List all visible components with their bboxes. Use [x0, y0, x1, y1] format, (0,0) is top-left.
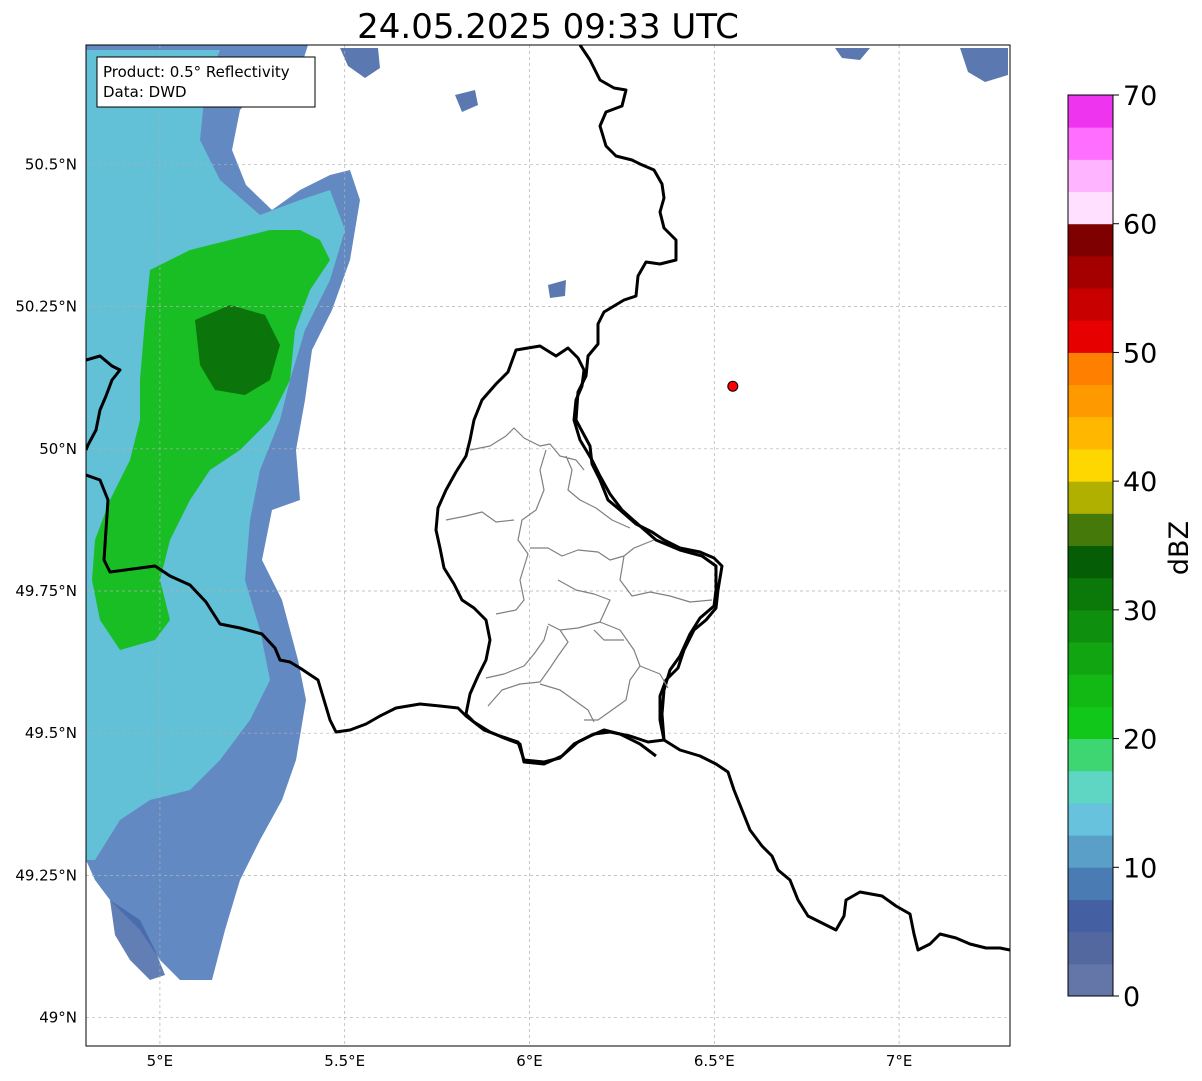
- location-marker: [727, 380, 739, 392]
- y-tick-label: 49.5°N: [25, 724, 77, 742]
- colorbar-unit-label: dBZ: [1164, 521, 1195, 575]
- colorbar-bin: [1068, 320, 1113, 353]
- colorbar-bin: [1068, 352, 1113, 386]
- y-tick-label: 49.25°N: [15, 866, 77, 884]
- x-axis: 5°E 5.5°E 6°E 6.5°E 7°E: [147, 1052, 913, 1070]
- colorbar-tick-label: 20: [1123, 725, 1157, 756]
- country-border-luxembourg: [434, 344, 718, 766]
- colorbar-bin: [1068, 642, 1113, 675]
- colorbar-bin: [1068, 223, 1113, 257]
- colorbar: 0 10 20 30 40 50 60 70 dBZ: [1067, 81, 1195, 1013]
- info-data-source: Data: DWD: [103, 83, 187, 101]
- y-axis: 50.5°N 50.25°N 50°N 49.75°N 49.5°N 49.25°N 49°…: [15, 155, 77, 1026]
- info-box: Product: 0.5° Reflectivity Data: DWD: [96, 56, 316, 108]
- colorbar-frame: [1067, 94, 1114, 997]
- country-border-west: [86, 354, 122, 451]
- borders-layer: [86, 45, 1010, 952]
- x-tick-label: 6.5°E: [694, 1052, 735, 1070]
- colorbar-tick-label: 70: [1123, 81, 1157, 112]
- colorbar-tick-label: 10: [1123, 853, 1157, 884]
- colorbar-bin: [1068, 835, 1113, 868]
- map-title: 24.05.2025 09:33 UTC: [357, 7, 739, 47]
- colorbar-ticks: 0 10 20 30 40 50 60 70: [1113, 81, 1157, 1013]
- radar-echo-layer: [86, 45, 1008, 980]
- y-tick-label: 50.25°N: [15, 298, 77, 316]
- colorbar-tick-label: 30: [1123, 596, 1157, 627]
- colorbar-bin: [1068, 674, 1113, 707]
- y-tick-label: 50°N: [39, 440, 77, 458]
- colorbar-bins: [1068, 95, 1113, 997]
- x-tick-label: 5°E: [147, 1052, 174, 1070]
- colorbar-bin: [1068, 416, 1113, 450]
- colorbar-bin: [1068, 899, 1113, 933]
- info-product: Product: 0.5° Reflectivity: [103, 63, 290, 81]
- colorbar-bin: [1068, 609, 1113, 643]
- map-frame: [85, 44, 1011, 1047]
- colorbar-tick-label: 40: [1123, 467, 1157, 498]
- info-box-frame: [96, 56, 316, 108]
- radar-echo-dark-core: [195, 305, 280, 395]
- map-area: Product: 0.5° Reflectivity Data: DWD 5°E…: [15, 44, 1011, 1070]
- colorbar-bin: [1068, 963, 1113, 997]
- radar-echo-northeast-speck: [960, 48, 1008, 82]
- colorbar-bin: [1068, 867, 1113, 900]
- radar-echo-south-streaks: [110, 900, 165, 980]
- country-border-lu-de-east: [574, 45, 1010, 952]
- colorbar-tick-label: 50: [1123, 338, 1157, 369]
- colorbar-bin: [1068, 931, 1113, 965]
- colorbar-bin: [1068, 255, 1113, 289]
- y-tick-label: 49°N: [39, 1009, 77, 1027]
- x-tick-label: 6°E: [516, 1052, 543, 1070]
- colorbar-bin: [1068, 545, 1113, 579]
- colorbar-bin: [1068, 127, 1113, 160]
- colorbar-bin: [1068, 95, 1113, 128]
- colorbar-tick-label: 60: [1123, 210, 1157, 241]
- colorbar-bin: [1068, 577, 1113, 611]
- colorbar-bin: [1068, 384, 1113, 418]
- colorbar-bin: [1068, 706, 1113, 740]
- colorbar-bin: [1068, 770, 1113, 804]
- colorbar-bin: [1068, 802, 1113, 836]
- colorbar-bin: [1068, 738, 1113, 772]
- colorbar-bin: [1068, 159, 1113, 193]
- colorbar-tick-label: 0: [1123, 982, 1140, 1013]
- x-tick-label: 7°E: [886, 1052, 913, 1070]
- colorbar-bin: [1068, 481, 1113, 514]
- colorbar-bin: [1068, 288, 1113, 321]
- map-gridlines: [86, 45, 1010, 1046]
- y-tick-label: 49.75°N: [15, 582, 77, 600]
- district-boundaries: [445, 427, 713, 723]
- x-tick-label: 5.5°E: [324, 1052, 365, 1070]
- colorbar-bin: [1068, 191, 1113, 225]
- y-tick-label: 50.5°N: [25, 155, 77, 173]
- colorbar-bin: [1068, 513, 1113, 546]
- colorbar-bin: [1068, 448, 1113, 482]
